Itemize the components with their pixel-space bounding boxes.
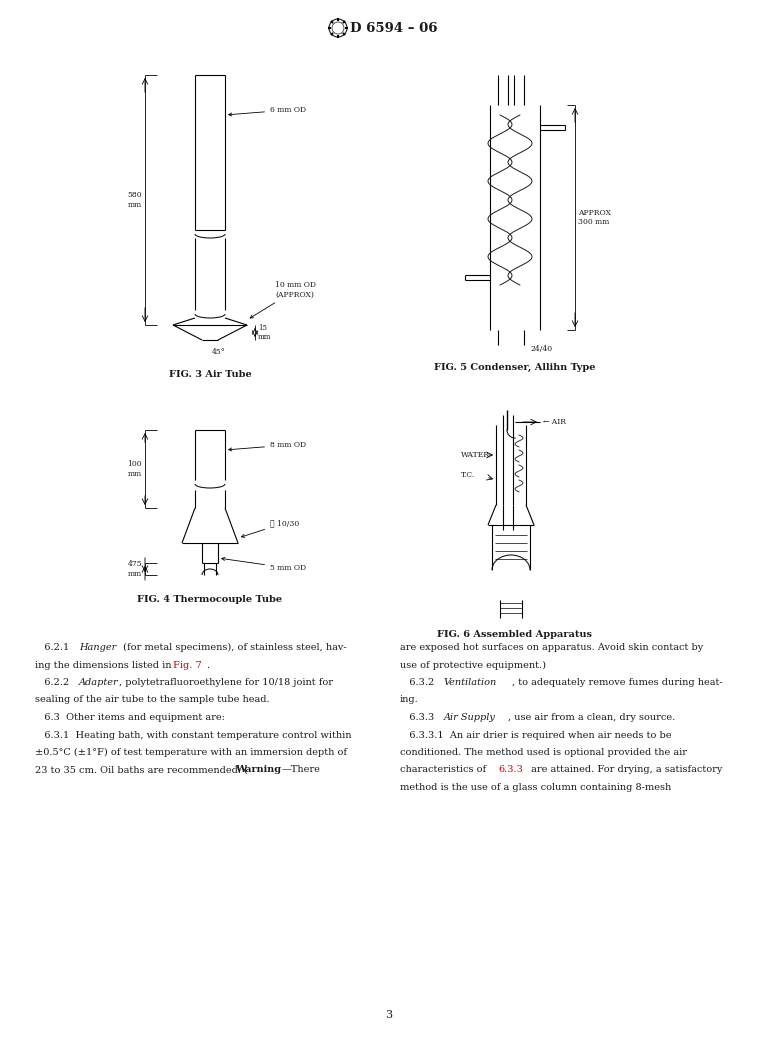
Text: Hanger: Hanger [79,643,116,652]
Text: ing the dimensions listed in: ing the dimensions listed in [35,660,174,669]
Text: conditioned. The method used is optional provided the air: conditioned. The method used is optional… [400,748,687,757]
Text: FIG. 4 Thermocouple Tube: FIG. 4 Thermocouple Tube [138,595,282,604]
Text: 6.3  Other items and equipment are:: 6.3 Other items and equipment are: [35,713,225,722]
Text: 6.3.3: 6.3.3 [400,713,437,722]
Text: Adapter: Adapter [79,678,118,687]
Text: Air Supply: Air Supply [444,713,496,722]
Text: 15
mm: 15 mm [258,324,272,341]
Text: FIG. 3 Air Tube: FIG. 3 Air Tube [169,370,251,379]
Text: WATER: WATER [461,451,490,459]
Text: 10 mm OD
(APPROX): 10 mm OD (APPROX) [251,281,316,319]
Text: ing.: ing. [400,695,419,705]
Text: 23 to 35 cm. Oil baths are recommended. (: 23 to 35 cm. Oil baths are recommended. … [35,765,248,775]
Text: —There: —There [282,765,321,775]
Text: 6.3.2: 6.3.2 [400,678,437,687]
Text: APPROX
300 mm: APPROX 300 mm [578,209,611,226]
Text: 6.3.3: 6.3.3 [498,765,523,775]
Text: 6.2.1: 6.2.1 [35,643,72,652]
Text: 3: 3 [385,1010,393,1020]
Text: , polytetrafluoroethylene for 10/18 joint for: , polytetrafluoroethylene for 10/18 join… [119,678,333,687]
Text: 580
mm: 580 mm [128,192,142,208]
Text: method is the use of a glass column containing 8-mesh: method is the use of a glass column cont… [400,783,671,792]
Text: 6 mm OD: 6 mm OD [229,106,306,116]
Text: 6.3.3.1  An air drier is required when air needs to be: 6.3.3.1 An air drier is required when ai… [400,731,671,739]
Text: Fig. 7: Fig. 7 [173,660,202,669]
Text: (for metal specimens), of stainless steel, hav-: (for metal specimens), of stainless stee… [120,643,347,652]
Text: 24/40: 24/40 [530,345,552,353]
Text: ← AIR: ← AIR [543,418,566,426]
Text: use of protective equipment.): use of protective equipment.) [400,660,546,669]
Text: .: . [206,660,209,669]
Text: T.C.: T.C. [461,471,475,479]
Text: 475
mm: 475 mm [128,560,142,578]
Text: are attained. For drying, a satisfactory: are attained. For drying, a satisfactory [528,765,723,775]
Text: 5 mm OD: 5 mm OD [222,557,306,572]
Text: 6.3.1  Heating bath, with constant temperature control within: 6.3.1 Heating bath, with constant temper… [35,731,352,739]
Text: FIG. 6 Assembled Apparatus: FIG. 6 Assembled Apparatus [437,630,593,639]
Text: , use air from a clean, dry source.: , use air from a clean, dry source. [508,713,675,722]
Text: 100
mm: 100 mm [128,460,142,478]
Text: are exposed hot surfaces on apparatus. Avoid skin contact by: are exposed hot surfaces on apparatus. A… [400,643,703,652]
Text: 8 mm OD: 8 mm OD [229,441,306,451]
Text: ℳ 10/30: ℳ 10/30 [241,519,300,537]
Text: Warning: Warning [235,765,281,775]
Text: ±0.5°C (±1°F) of test temperature with an immersion depth of: ±0.5°C (±1°F) of test temperature with a… [35,748,347,757]
Text: , to adequately remove fumes during heat-: , to adequately remove fumes during heat… [512,678,723,687]
Text: sealing of the air tube to the sample tube head.: sealing of the air tube to the sample tu… [35,695,270,705]
Text: FIG. 5 Condenser, Allihn Type: FIG. 5 Condenser, Allihn Type [434,363,596,372]
Text: Ventilation: Ventilation [444,678,497,687]
Text: D 6594 – 06: D 6594 – 06 [350,22,437,34]
Text: characteristics of: characteristics of [400,765,489,775]
Text: 45°: 45° [212,348,226,356]
Text: 6.2.2: 6.2.2 [35,678,72,687]
